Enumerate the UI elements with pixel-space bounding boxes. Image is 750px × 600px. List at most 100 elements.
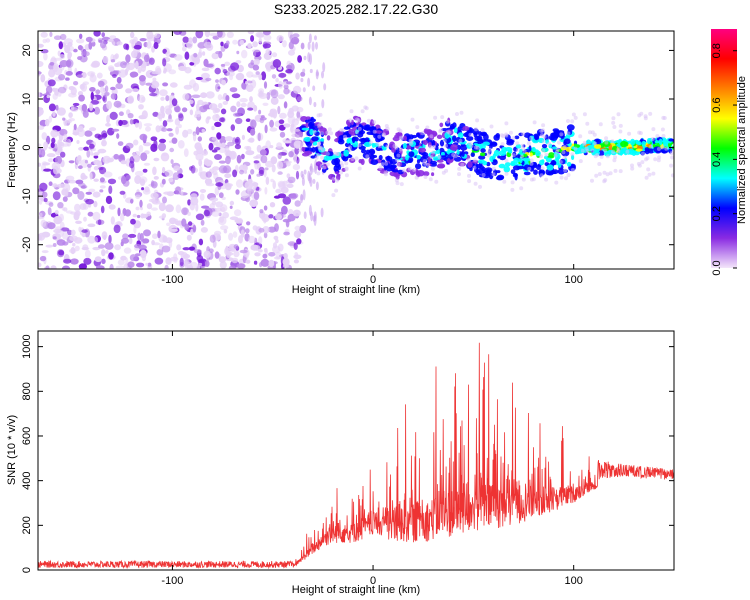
ridge-blob (405, 154, 409, 161)
halo-blob (340, 163, 345, 168)
noise-blob (68, 112, 73, 118)
noise-blob (55, 229, 65, 238)
noise-blob (253, 160, 260, 164)
halo-blob (582, 112, 587, 117)
noise-blob (224, 136, 234, 142)
ridge-blob (635, 140, 639, 145)
ridge-blob (408, 159, 413, 163)
noise-blob (187, 211, 191, 216)
noise-blob (119, 190, 126, 195)
noise-blob (56, 107, 66, 116)
ridge-blob (529, 152, 533, 157)
ridge-blob (393, 171, 399, 178)
halo-blob (570, 167, 575, 172)
noise-blob (236, 101, 241, 108)
noise-blob (100, 205, 105, 214)
noise-blob (165, 257, 172, 265)
ridge-blob (532, 139, 539, 144)
noise-blob (253, 58, 260, 65)
halo-blob (344, 161, 349, 166)
noise-blob (229, 216, 239, 221)
transition-blob (321, 99, 325, 109)
noise-blob (52, 191, 61, 201)
noise-blob (289, 194, 298, 200)
noise-blob (182, 46, 187, 52)
ridge-blob (501, 146, 508, 153)
halo-blob (331, 176, 336, 181)
noise-blob (271, 164, 276, 173)
noise-blob (168, 177, 174, 183)
halo-blob (395, 158, 400, 163)
snr-frame (37, 330, 675, 571)
halo-blob (384, 161, 389, 166)
ridge-blob (305, 119, 310, 123)
halo-blob (578, 134, 583, 139)
noise-blob (150, 192, 159, 199)
noise-blob (65, 71, 73, 76)
transition-blob (313, 211, 317, 222)
noise-blob (165, 95, 170, 102)
halo-blob (410, 117, 415, 122)
ridge-blob (507, 138, 515, 144)
noise-blob (263, 34, 272, 41)
noise-blob (257, 132, 261, 142)
ridge-blob (369, 154, 375, 160)
halo-blob (368, 140, 373, 145)
noise-blob (159, 138, 166, 144)
halo-blob (508, 130, 513, 135)
halo-blob (630, 163, 634, 168)
noise-blob (272, 180, 277, 190)
ridge-blob (536, 164, 542, 170)
noise-blob (78, 165, 83, 170)
noise-blob (45, 38, 51, 43)
transition-blob (309, 68, 313, 74)
ridge-blob (432, 156, 439, 161)
ridge-blob (411, 134, 418, 139)
noise-blob (293, 242, 298, 250)
noise-blob (181, 207, 189, 216)
noise-blob (241, 134, 245, 140)
noise-blob (130, 198, 134, 204)
halo-blob (521, 177, 526, 182)
halo-blob (597, 172, 602, 177)
noise-blob (59, 60, 69, 68)
ridge-blob (647, 140, 651, 144)
noise-blob (66, 229, 73, 236)
transition-blob (313, 101, 317, 108)
noise-blob (171, 98, 178, 107)
halo-blob (467, 179, 472, 184)
noise-blob (135, 194, 141, 200)
spectrogram-x-tick-label: 0 (370, 274, 376, 286)
noise-blob (293, 153, 297, 163)
noise-blob (195, 31, 204, 39)
ridge-blob (546, 164, 554, 171)
halo-blob (468, 132, 473, 137)
noise-blob (218, 160, 226, 164)
noise-blob (94, 256, 102, 263)
snr-y-tick-label: 0 (21, 567, 33, 573)
halo-blob (394, 145, 399, 150)
ridge-blob (392, 169, 399, 173)
halo-blob (312, 129, 317, 134)
noise-blob (293, 140, 302, 149)
noise-blob (300, 42, 305, 50)
spectrogram-marks (38, 31, 674, 269)
noise-blob (228, 232, 234, 241)
ridge-blob (408, 151, 415, 158)
ridge-blob (522, 157, 531, 162)
ridge-blob (479, 143, 486, 150)
halo-blob (429, 134, 434, 139)
noise-blob (300, 71, 306, 77)
noise-blob (98, 167, 104, 171)
noise-blob (82, 110, 89, 118)
noise-blob (288, 151, 294, 158)
noise-blob (62, 241, 69, 246)
noise-blob (145, 82, 153, 86)
noise-blob (139, 38, 147, 42)
noise-blob (176, 244, 182, 251)
noise-blob (151, 207, 158, 211)
noise-blob (236, 263, 246, 269)
noise-blob (73, 48, 78, 53)
halo-blob (618, 169, 623, 174)
snr-x-tick-label: 100 (565, 575, 583, 587)
